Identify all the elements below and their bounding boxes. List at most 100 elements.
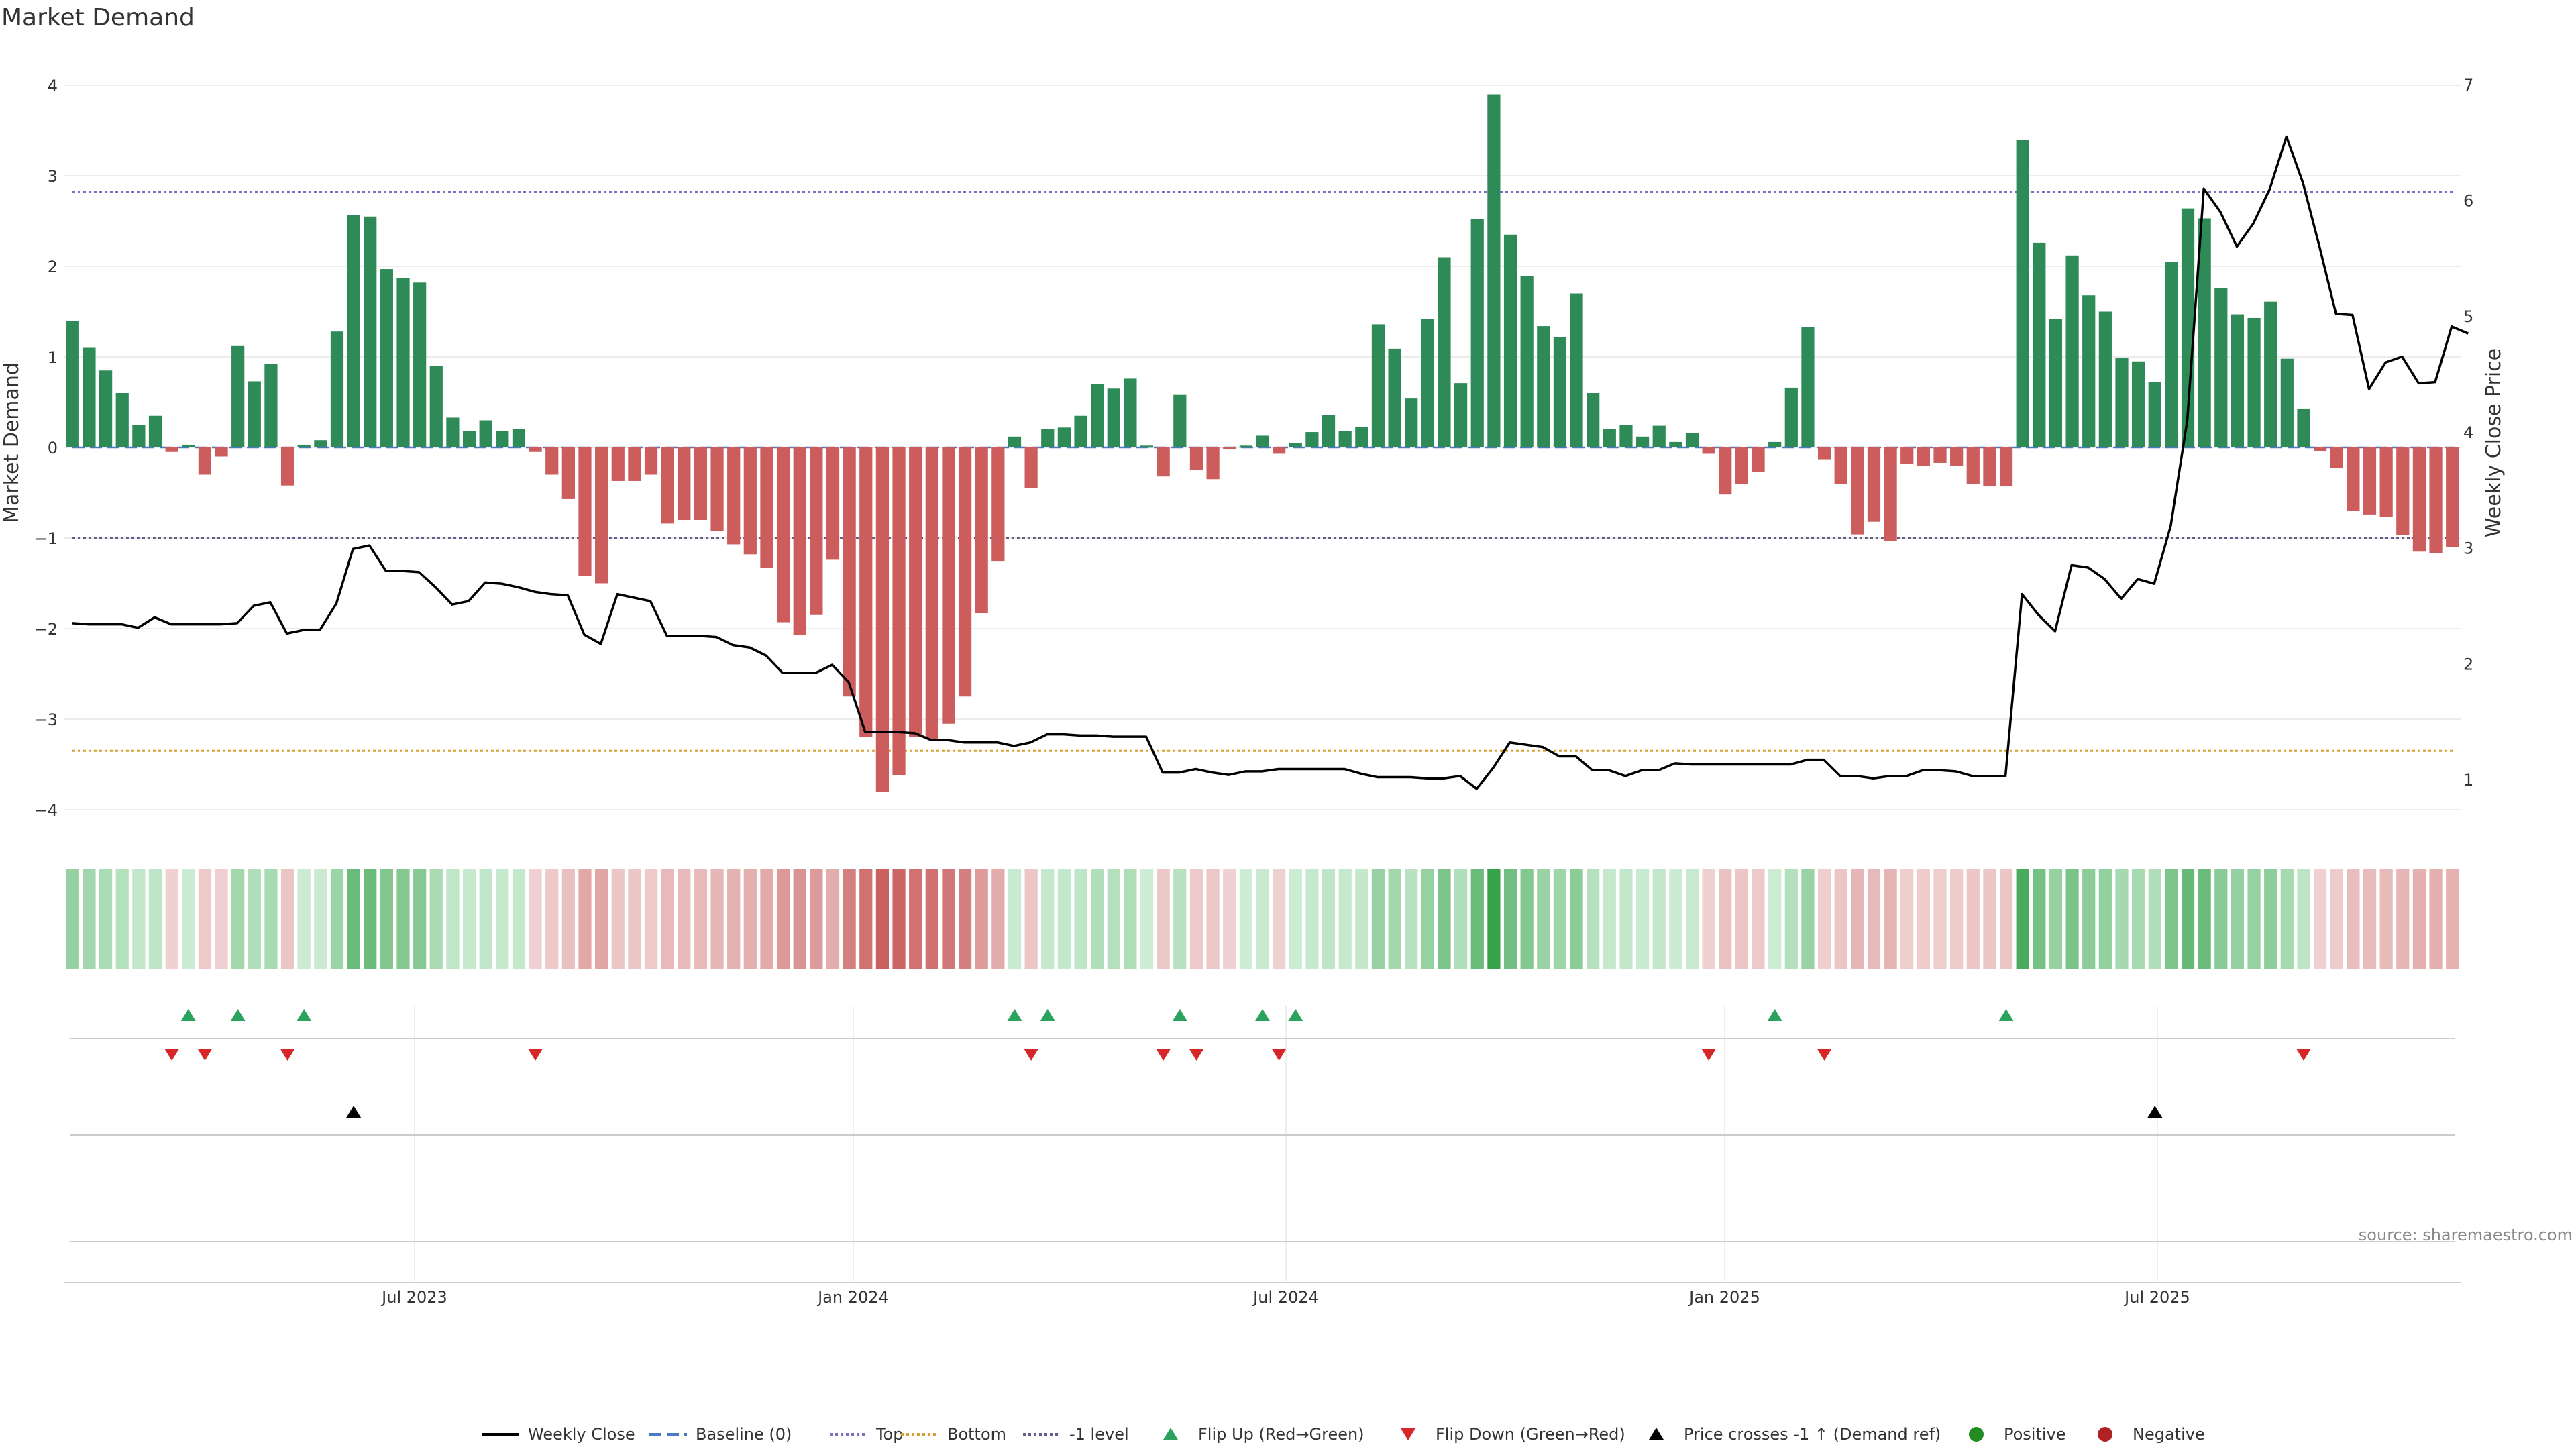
positive-bar (2098, 311, 2112, 447)
positive-bar (413, 282, 427, 447)
heat-cell (1091, 869, 1104, 969)
heat-cell (810, 869, 823, 969)
heat-cell (1603, 869, 1616, 969)
left-axis-title: Market Demand (0, 362, 23, 523)
source-label: source: sharemaestro.com (2359, 1226, 2573, 1244)
heat-cell (529, 869, 542, 969)
positive-bar (1801, 327, 1815, 447)
heat-cell (925, 869, 938, 969)
positive-bar (1685, 433, 1699, 447)
heat-cell (1487, 869, 1501, 969)
positive-bar (1057, 427, 1071, 447)
legend-item: Price crosses -1 ↑ (Demand ref) (1649, 1425, 1941, 1444)
legend-label: Flip Down (Green→Red) (1436, 1425, 1625, 1444)
heat-cell (330, 869, 344, 969)
heat-cell (2049, 869, 2063, 969)
legend-label: Positive (2004, 1425, 2066, 1444)
positive-bar (83, 347, 96, 447)
right-y-tick: 3 (2463, 539, 2473, 558)
legend-label: Price crosses -1 ↑ (Demand ref) (1684, 1425, 1941, 1444)
heat-cell (1223, 869, 1236, 969)
heat-cell (1173, 869, 1187, 969)
flip-up-icon (1998, 1009, 2014, 1021)
signal-markers (164, 1009, 2311, 1118)
circle-icon (1969, 1427, 1984, 1442)
negative-bar (678, 447, 691, 520)
negative-bar (280, 447, 294, 486)
positive-bar (115, 393, 129, 447)
heat-cell (892, 869, 906, 969)
flip-down-icon (1817, 1049, 1832, 1061)
heat-cell (1355, 869, 1368, 969)
heat-cell (2065, 869, 2079, 969)
positive-bar (1454, 383, 1468, 447)
positive-bar (1140, 445, 1154, 448)
negative-bar (2446, 447, 2459, 547)
heat-cell (479, 869, 492, 969)
positive-bar (396, 278, 410, 447)
negative-bar (215, 447, 228, 457)
negative-bar (743, 447, 757, 555)
heat-cell (380, 869, 393, 969)
negative-bar (1834, 447, 1847, 484)
heat-cell (1867, 869, 1881, 969)
negative-bar (1950, 447, 1964, 466)
negative-bar (1917, 447, 1930, 466)
grid-lines (64, 85, 2461, 1283)
legend-item: Top (830, 1425, 904, 1444)
heat-cell (545, 869, 559, 969)
heat-cell (1587, 869, 1600, 969)
flip-down-icon (197, 1049, 213, 1061)
heat-cell (1388, 869, 1401, 969)
legend-label: Weekly Close (528, 1425, 635, 1444)
heat-cell (1752, 869, 1765, 969)
heat-cell (1619, 869, 1633, 969)
heat-cell (1107, 869, 1120, 969)
heat-cell (2165, 869, 2178, 969)
flip-up-icon (180, 1009, 196, 1021)
positive-bar (1487, 94, 1501, 447)
positive-bar (297, 444, 311, 447)
flip-down-icon (280, 1049, 295, 1061)
heat-cell (909, 869, 922, 969)
negative-bar (198, 447, 212, 475)
negative-bar (1817, 447, 1831, 460)
negative-bar (1206, 447, 1220, 480)
positive-bar (1338, 431, 1352, 447)
heat-cell (297, 869, 311, 969)
heat-cell (198, 869, 212, 969)
negative-bar (875, 447, 890, 792)
negative-bar (859, 447, 873, 737)
heat-cell (678, 869, 691, 969)
weekly-close-line (72, 135, 2469, 790)
heat-cell (743, 869, 757, 969)
heat-cell (1768, 869, 1782, 969)
heat-cell (2115, 869, 2129, 969)
heat-cell (1917, 869, 1930, 969)
triangle-down-icon (1401, 1428, 1415, 1440)
positive-bar (231, 345, 245, 447)
negative-bar (1752, 447, 1765, 472)
heat-cell (2214, 869, 2228, 969)
heat-cell (628, 869, 641, 969)
negative-bar (545, 447, 559, 475)
legend-label: Top (875, 1425, 904, 1444)
negative-bar (661, 447, 674, 524)
negative-bar (1273, 447, 1286, 454)
heat-cell (991, 869, 1005, 969)
negative-bar (1983, 447, 1996, 487)
heat-cell (2297, 869, 2310, 969)
heat-cell (1635, 869, 1650, 969)
heat-cell (347, 869, 360, 969)
heat-cell (694, 869, 708, 969)
negative-bar (975, 447, 988, 614)
triangle-up-icon (1163, 1428, 1178, 1440)
right-y-tick: 2 (2463, 655, 2473, 674)
heat-cell (843, 869, 856, 969)
negative-bar (958, 447, 972, 697)
positive-bar (429, 366, 443, 447)
flip-down-icon (1271, 1049, 1287, 1061)
legend-item: -1 level (1023, 1425, 1129, 1444)
positive-bar (1603, 429, 1616, 447)
heat-cell (1719, 869, 1732, 969)
